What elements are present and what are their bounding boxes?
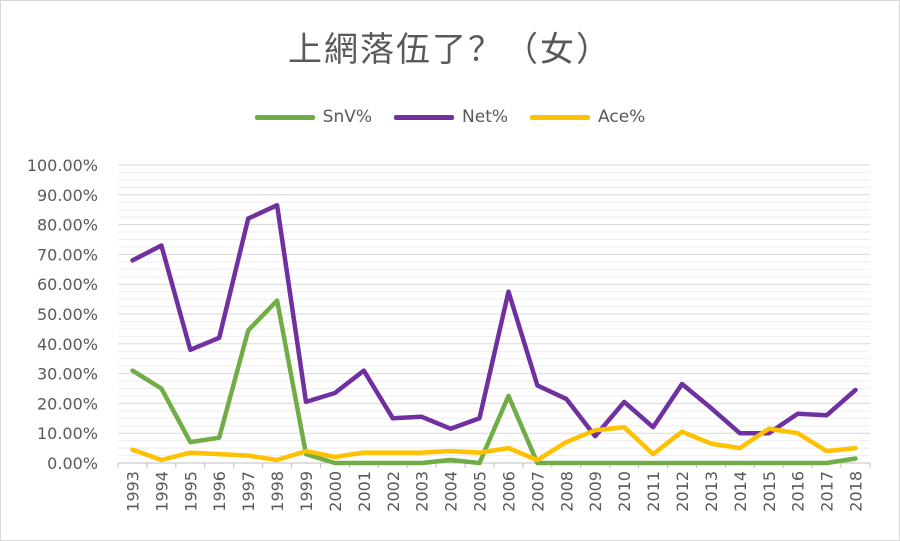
x-tick-label: 2011	[644, 471, 663, 512]
series-line-net	[130, 202, 858, 439]
y-tick-label: 90.00%	[37, 186, 98, 205]
x-tick-label: 1993	[123, 471, 142, 512]
x-tick-label: 2007	[528, 471, 547, 512]
y-tick-label: 50.00%	[37, 305, 98, 324]
y-tick-label: 80.00%	[37, 216, 98, 235]
y-tick-label: 40.00%	[37, 335, 98, 354]
legend-label-ace: Ace%	[598, 107, 646, 127]
x-tick-label: 1995	[181, 471, 200, 512]
x-tick-label: 1994	[152, 471, 171, 512]
x-tick-label: 1999	[297, 471, 316, 512]
y-tick-label: 0.00%	[47, 454, 98, 473]
x-tick-label: 2006	[499, 471, 518, 512]
x-tick-label: 2018	[847, 471, 866, 512]
x-tick-label: 2008	[557, 471, 576, 512]
y-tick-label: 60.00%	[37, 275, 98, 294]
x-tick-label: 2000	[326, 471, 345, 512]
legend-swatch-net	[394, 114, 455, 120]
x-tick-label: 1998	[268, 471, 287, 512]
x-tick-label: 2013	[702, 471, 721, 512]
x-tick-label: 1997	[239, 471, 258, 512]
legend-item-ace: Ace%	[530, 107, 645, 127]
x-tick-label: 1996	[210, 471, 229, 512]
x-tick-label: 2016	[789, 471, 808, 512]
x-tick-label: 2001	[355, 471, 374, 512]
y-tick-label: 70.00%	[37, 245, 98, 264]
x-tick-label: 2017	[818, 471, 837, 512]
chart-title: 上網落伍了？（女）	[288, 30, 612, 70]
x-tick-label: 2004	[442, 471, 461, 512]
legend-item-net: Net%	[394, 107, 508, 127]
x-tick-label: 2014	[731, 471, 750, 512]
legend-label-snv: SnV%	[322, 107, 373, 127]
y-tick-label: 10.00%	[37, 424, 98, 443]
legend-item-snv: SnV%	[254, 107, 373, 127]
legend-label-net: Net%	[462, 107, 509, 127]
legend-swatch-ace	[530, 114, 591, 120]
x-tick-label: 2012	[673, 471, 692, 512]
series-line-snv	[130, 298, 858, 466]
series-line-ace	[130, 424, 858, 463]
y-tick-label: 30.00%	[37, 365, 98, 384]
y-tick-label: 100.00%	[27, 156, 98, 175]
x-tick-label: 2015	[760, 471, 779, 512]
x-tick-label: 2010	[615, 471, 634, 512]
legend: SnV% Net% Ace%	[0, 104, 900, 130]
legend-swatch-snv	[254, 114, 315, 120]
y-tick-label: 20.00%	[37, 394, 98, 413]
x-tick-label: 2003	[413, 471, 432, 512]
x-tick-label: 2009	[586, 471, 605, 512]
x-tick-label: 2005	[471, 471, 490, 512]
x-tick-label: 2002	[384, 471, 403, 512]
